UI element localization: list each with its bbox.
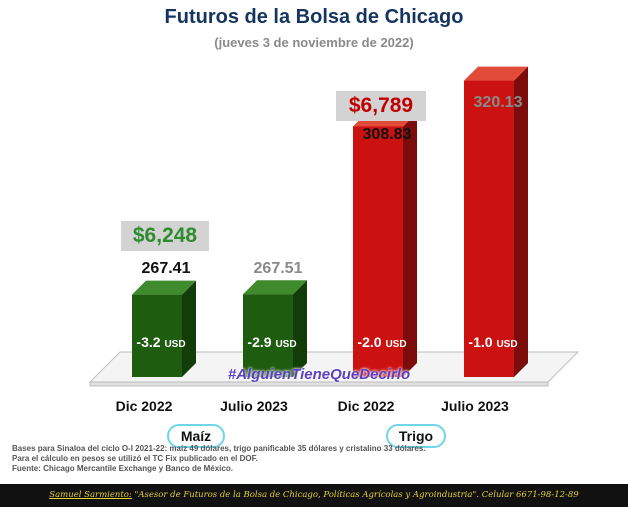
category-label-maiz-dic-2022: Dic 2022 bbox=[115, 398, 173, 414]
footnotes: Bases para Sinaloa del ciclo O-I 2021-22… bbox=[12, 444, 426, 474]
bar-front-3 bbox=[353, 126, 403, 378]
value-label-trigo-julio-2023: 320.13 bbox=[473, 94, 523, 111]
bar-label-1: -3.2 USD bbox=[136, 334, 185, 350]
bar-top-2 bbox=[243, 280, 307, 295]
author-footer: Samuel Sarmiento: "Asesor de Futuros de … bbox=[0, 484, 628, 507]
footnote-source: Fuente: Chicago Mercantile Exchange y Ba… bbox=[12, 464, 233, 473]
chart-subtitle: (jueves 3 de noviembre de 2022) bbox=[214, 35, 414, 50]
category-label-trigo-julio-2023: Julio 2023 bbox=[441, 398, 509, 414]
bar-side-3 bbox=[403, 112, 417, 378]
bar-label-4: -1.0 USD bbox=[468, 334, 517, 350]
bar-1: -3.2 USD bbox=[132, 280, 196, 377]
bar-3: -2.0 USD bbox=[353, 112, 417, 378]
bar-front-2 bbox=[243, 294, 293, 377]
price-label-maiz: $6,248 bbox=[121, 221, 209, 251]
price-label-trigo: $6,789 bbox=[336, 91, 426, 121]
bar-side-4 bbox=[514, 66, 528, 377]
value-label-trigo-dic-2022: 308.83 bbox=[362, 126, 412, 143]
bar-label-2: -2.9 USD bbox=[247, 334, 296, 350]
bar-front-4 bbox=[464, 80, 514, 377]
group-label-trigo: Trigo bbox=[386, 424, 446, 448]
chart-floor-edge bbox=[89, 381, 549, 387]
bar-4: -1.0 USD bbox=[464, 66, 528, 377]
bar-2: -2.9 USD bbox=[243, 280, 307, 377]
bar-top-1 bbox=[132, 280, 196, 295]
footnote-tc: Para el cálculo en pesos se utilizó el T… bbox=[12, 454, 258, 463]
bar-chart: -3.2 USD -2.9 USD -2.0 USD -1.0 USD bbox=[88, 66, 580, 387]
footnote-bases: Bases para Sinaloa del ciclo O-I 2021-22… bbox=[12, 444, 426, 453]
bar-label-3: -2.0 USD bbox=[357, 334, 406, 350]
bar-top-4 bbox=[464, 66, 528, 81]
author-name: Samuel Sarmiento: bbox=[49, 490, 132, 500]
author-description: "Asesor de Futuros de la Bolsa de Chicag… bbox=[134, 490, 579, 500]
category-label-maiz-julio-2023: Julio 2023 bbox=[220, 398, 288, 414]
category-label-trigo-dic-2022: Dic 2022 bbox=[337, 398, 395, 414]
bar-side-2 bbox=[293, 280, 307, 377]
value-label-maiz-julio-2023: 267.51 bbox=[253, 260, 303, 277]
bar-side-1 bbox=[182, 280, 196, 377]
chart-title: Futuros de la Bolsa de Chicago bbox=[164, 6, 464, 28]
group-label-maiz: Maíz bbox=[167, 424, 225, 448]
hashtag-watermark: #AlguienTieneQueDecirlo bbox=[227, 366, 411, 383]
value-label-maiz-dic-2022: 267.41 bbox=[141, 260, 191, 277]
bar-front-1 bbox=[132, 294, 182, 377]
